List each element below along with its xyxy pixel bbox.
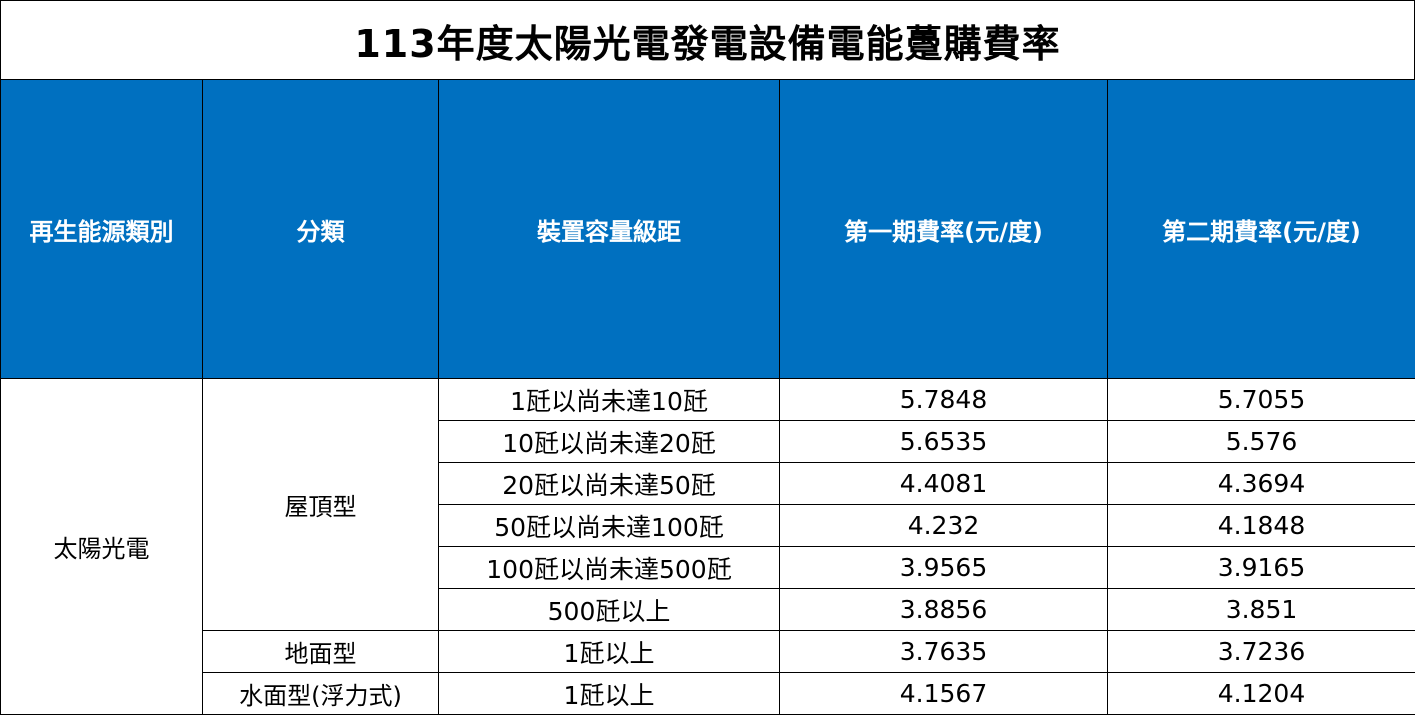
rate1-cell: 4.4081 <box>779 462 1108 505</box>
table-row: 100瓩以尚未達500瓩 3.9565 3.9165 <box>1 546 1415 589</box>
table-row: 地面型 1瓩以上 3.7635 3.7236 <box>1 630 1415 673</box>
page-title: 113年度太陽光電發電設備電能躉購費率 <box>0 0 1415 79</box>
table-row: 太陽光電 屋頂型 1瓩以尚未達10瓩 5.7848 5.7055 <box>0 378 1415 715</box>
capacity-range-cell: 500瓩以上 <box>438 588 780 631</box>
rate2-cell: 5.576 <box>1107 420 1415 463</box>
rate2-cell: 3.851 <box>1107 588 1415 631</box>
type-cell-floating: 水面型(浮力式) <box>202 672 439 715</box>
capacity-range-cell: 50瓩以尚未達100瓩 <box>438 504 780 547</box>
rate1-cell: 4.232 <box>779 504 1108 547</box>
table-row: 20瓩以尚未達50瓩 4.4081 4.3694 <box>1 462 1415 505</box>
rate1-cell: 5.7848 <box>779 378 1108 421</box>
type-cell-ground: 地面型 <box>202 630 439 673</box>
capacity-range-cell: 1瓩以尚未達10瓩 <box>438 378 780 421</box>
type-cell-rooftop: 屋頂型 <box>202 378 439 631</box>
rate1-cell: 5.6535 <box>779 420 1108 463</box>
table-row: 10瓩以尚未達20瓩 5.6535 5.576 <box>1 420 1415 463</box>
capacity-range-cell: 20瓩以尚未達50瓩 <box>438 462 780 505</box>
header-category: 再生能源類別 <box>0 79 203 379</box>
capacity-range-cell: 1瓩以上 <box>438 630 780 673</box>
header-rate-period-2: 第二期費率(元/度) <box>1107 79 1415 379</box>
header-rate-period-1: 第一期費率(元/度) <box>779 79 1108 379</box>
header-row: 再生能源類別 分類 裝置容量級距 第一期費率(元/度) 第二期費率(元/度) <box>0 79 1415 379</box>
category-cell: 太陽光電 <box>0 378 203 715</box>
rate1-cell: 3.8856 <box>779 588 1108 631</box>
rate2-cell: 4.3694 <box>1107 462 1415 505</box>
tariff-table: 再生能源類別 分類 裝置容量級距 第一期費率(元/度) 第二期費率(元/度) 太… <box>0 79 1415 715</box>
rate2-cell: 4.1848 <box>1107 504 1415 547</box>
rate1-cell: 3.9565 <box>779 546 1108 589</box>
capacity-range-cell: 100瓩以尚未達500瓩 <box>438 546 780 589</box>
capacity-range-cell: 10瓩以尚未達20瓩 <box>438 420 780 463</box>
table-row: 水面型(浮力式) 1瓩以上 4.1567 4.1204 <box>1 672 1415 715</box>
rate1-cell: 4.1567 <box>779 672 1108 715</box>
table-row: 50瓩以尚未達100瓩 4.232 4.1848 <box>1 504 1415 547</box>
rate1-cell: 3.7635 <box>779 630 1108 673</box>
capacity-range-cell: 1瓩以上 <box>438 672 780 715</box>
rate2-cell: 5.7055 <box>1107 378 1415 421</box>
header-capacity-range: 裝置容量級距 <box>438 79 780 379</box>
header-type: 分類 <box>202 79 439 379</box>
rate2-cell: 3.9165 <box>1107 546 1415 589</box>
rate2-cell: 4.1204 <box>1107 672 1415 715</box>
rate2-cell: 3.7236 <box>1107 630 1415 673</box>
